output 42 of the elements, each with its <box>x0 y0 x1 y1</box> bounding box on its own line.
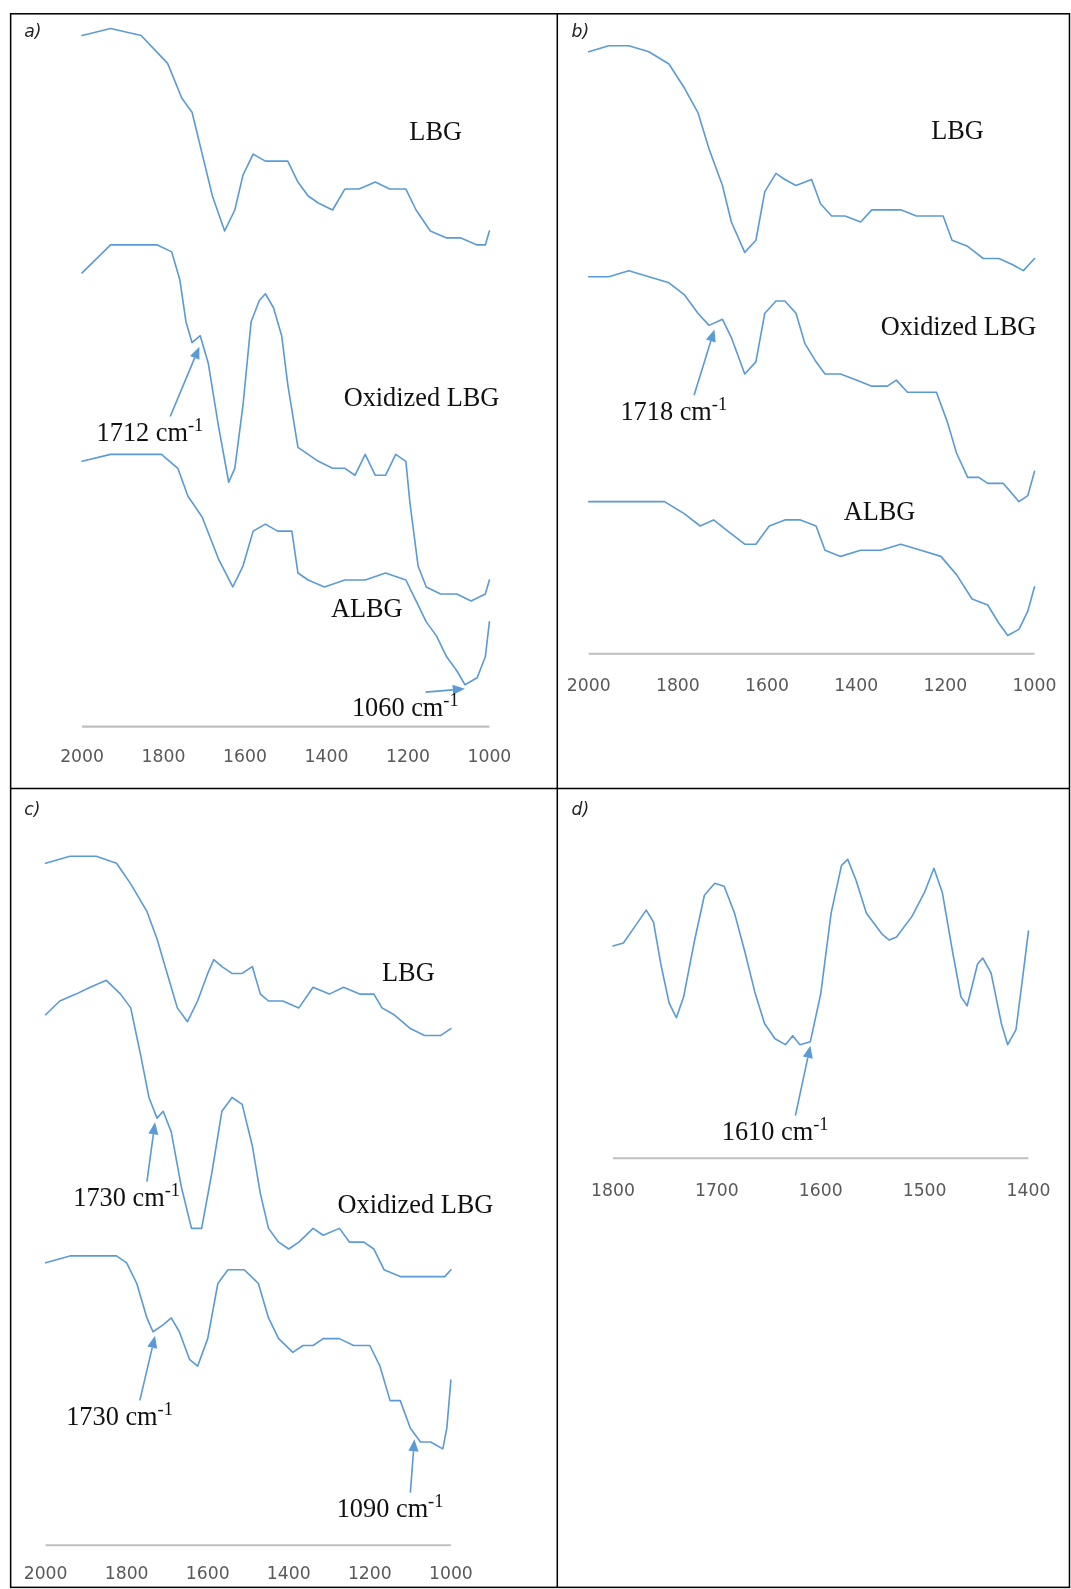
x-tick-label: 1600 <box>185 1562 230 1583</box>
series-label: Oxidized LBG <box>343 383 500 413</box>
x-tick-label: 1400 <box>304 746 349 767</box>
x-tick-label: 1200 <box>347 1562 392 1583</box>
x-tick-label: 2000 <box>23 1562 68 1583</box>
x-tick-label: 1800 <box>655 675 700 696</box>
chart-title: c) <box>24 798 41 819</box>
x-tick-label: 1800 <box>591 1179 635 1200</box>
x-tick-label: 1400 <box>1006 1179 1051 1200</box>
x-tick-label: 1600 <box>798 1179 843 1200</box>
series-label: LBG <box>409 116 463 146</box>
annotation: 1060 cm$^{-1}$ <box>351 690 459 723</box>
annotation: 1730 cm$^{-1}$ <box>73 1179 181 1212</box>
chart-title: b) <box>571 20 590 41</box>
series-label: ALBG <box>330 594 403 624</box>
x-tick-label: 1400 <box>834 675 879 696</box>
x-tick-label: 1000 <box>1012 675 1057 696</box>
x-tick-label: 1500 <box>902 1179 947 1200</box>
series-label: LBG <box>382 957 435 987</box>
annotation: 1610 cm$^{-1}$ <box>721 1114 829 1147</box>
x-tick-label: 1400 <box>266 1562 311 1583</box>
x-tick-label: 2000 <box>566 675 611 696</box>
annotation: 1718 cm$^{-1}$ <box>620 393 728 426</box>
x-tick-label: 1800 <box>104 1562 149 1583</box>
x-tick-label: 1000 <box>428 1562 473 1583</box>
x-tick-label: 1600 <box>223 746 267 767</box>
series-label: Oxidized LBG <box>337 1189 494 1219</box>
chart-title: a) <box>24 20 42 41</box>
x-tick-label: 1200 <box>923 675 968 696</box>
x-tick-label: 1800 <box>141 746 186 767</box>
text: LBG <box>931 115 984 145</box>
series-label: Oxidized LBG <box>880 312 1037 342</box>
chart-title: d) <box>571 798 590 819</box>
annotation: 1730 cm$^{-1}$ <box>66 1398 173 1431</box>
annotation: 1090 cm$^{-1}$ <box>336 1490 444 1523</box>
x-tick-label: 1200 <box>386 746 430 767</box>
x-tick-label: 1000 <box>467 746 512 767</box>
x-tick-label: 2000 <box>60 746 104 767</box>
x-tick-label: 1700 <box>694 1179 739 1200</box>
series-label: ALBG <box>843 496 916 526</box>
annotation: 1712 cm$^{-1}$ <box>96 414 204 447</box>
x-tick-label: 1600 <box>745 675 789 696</box>
